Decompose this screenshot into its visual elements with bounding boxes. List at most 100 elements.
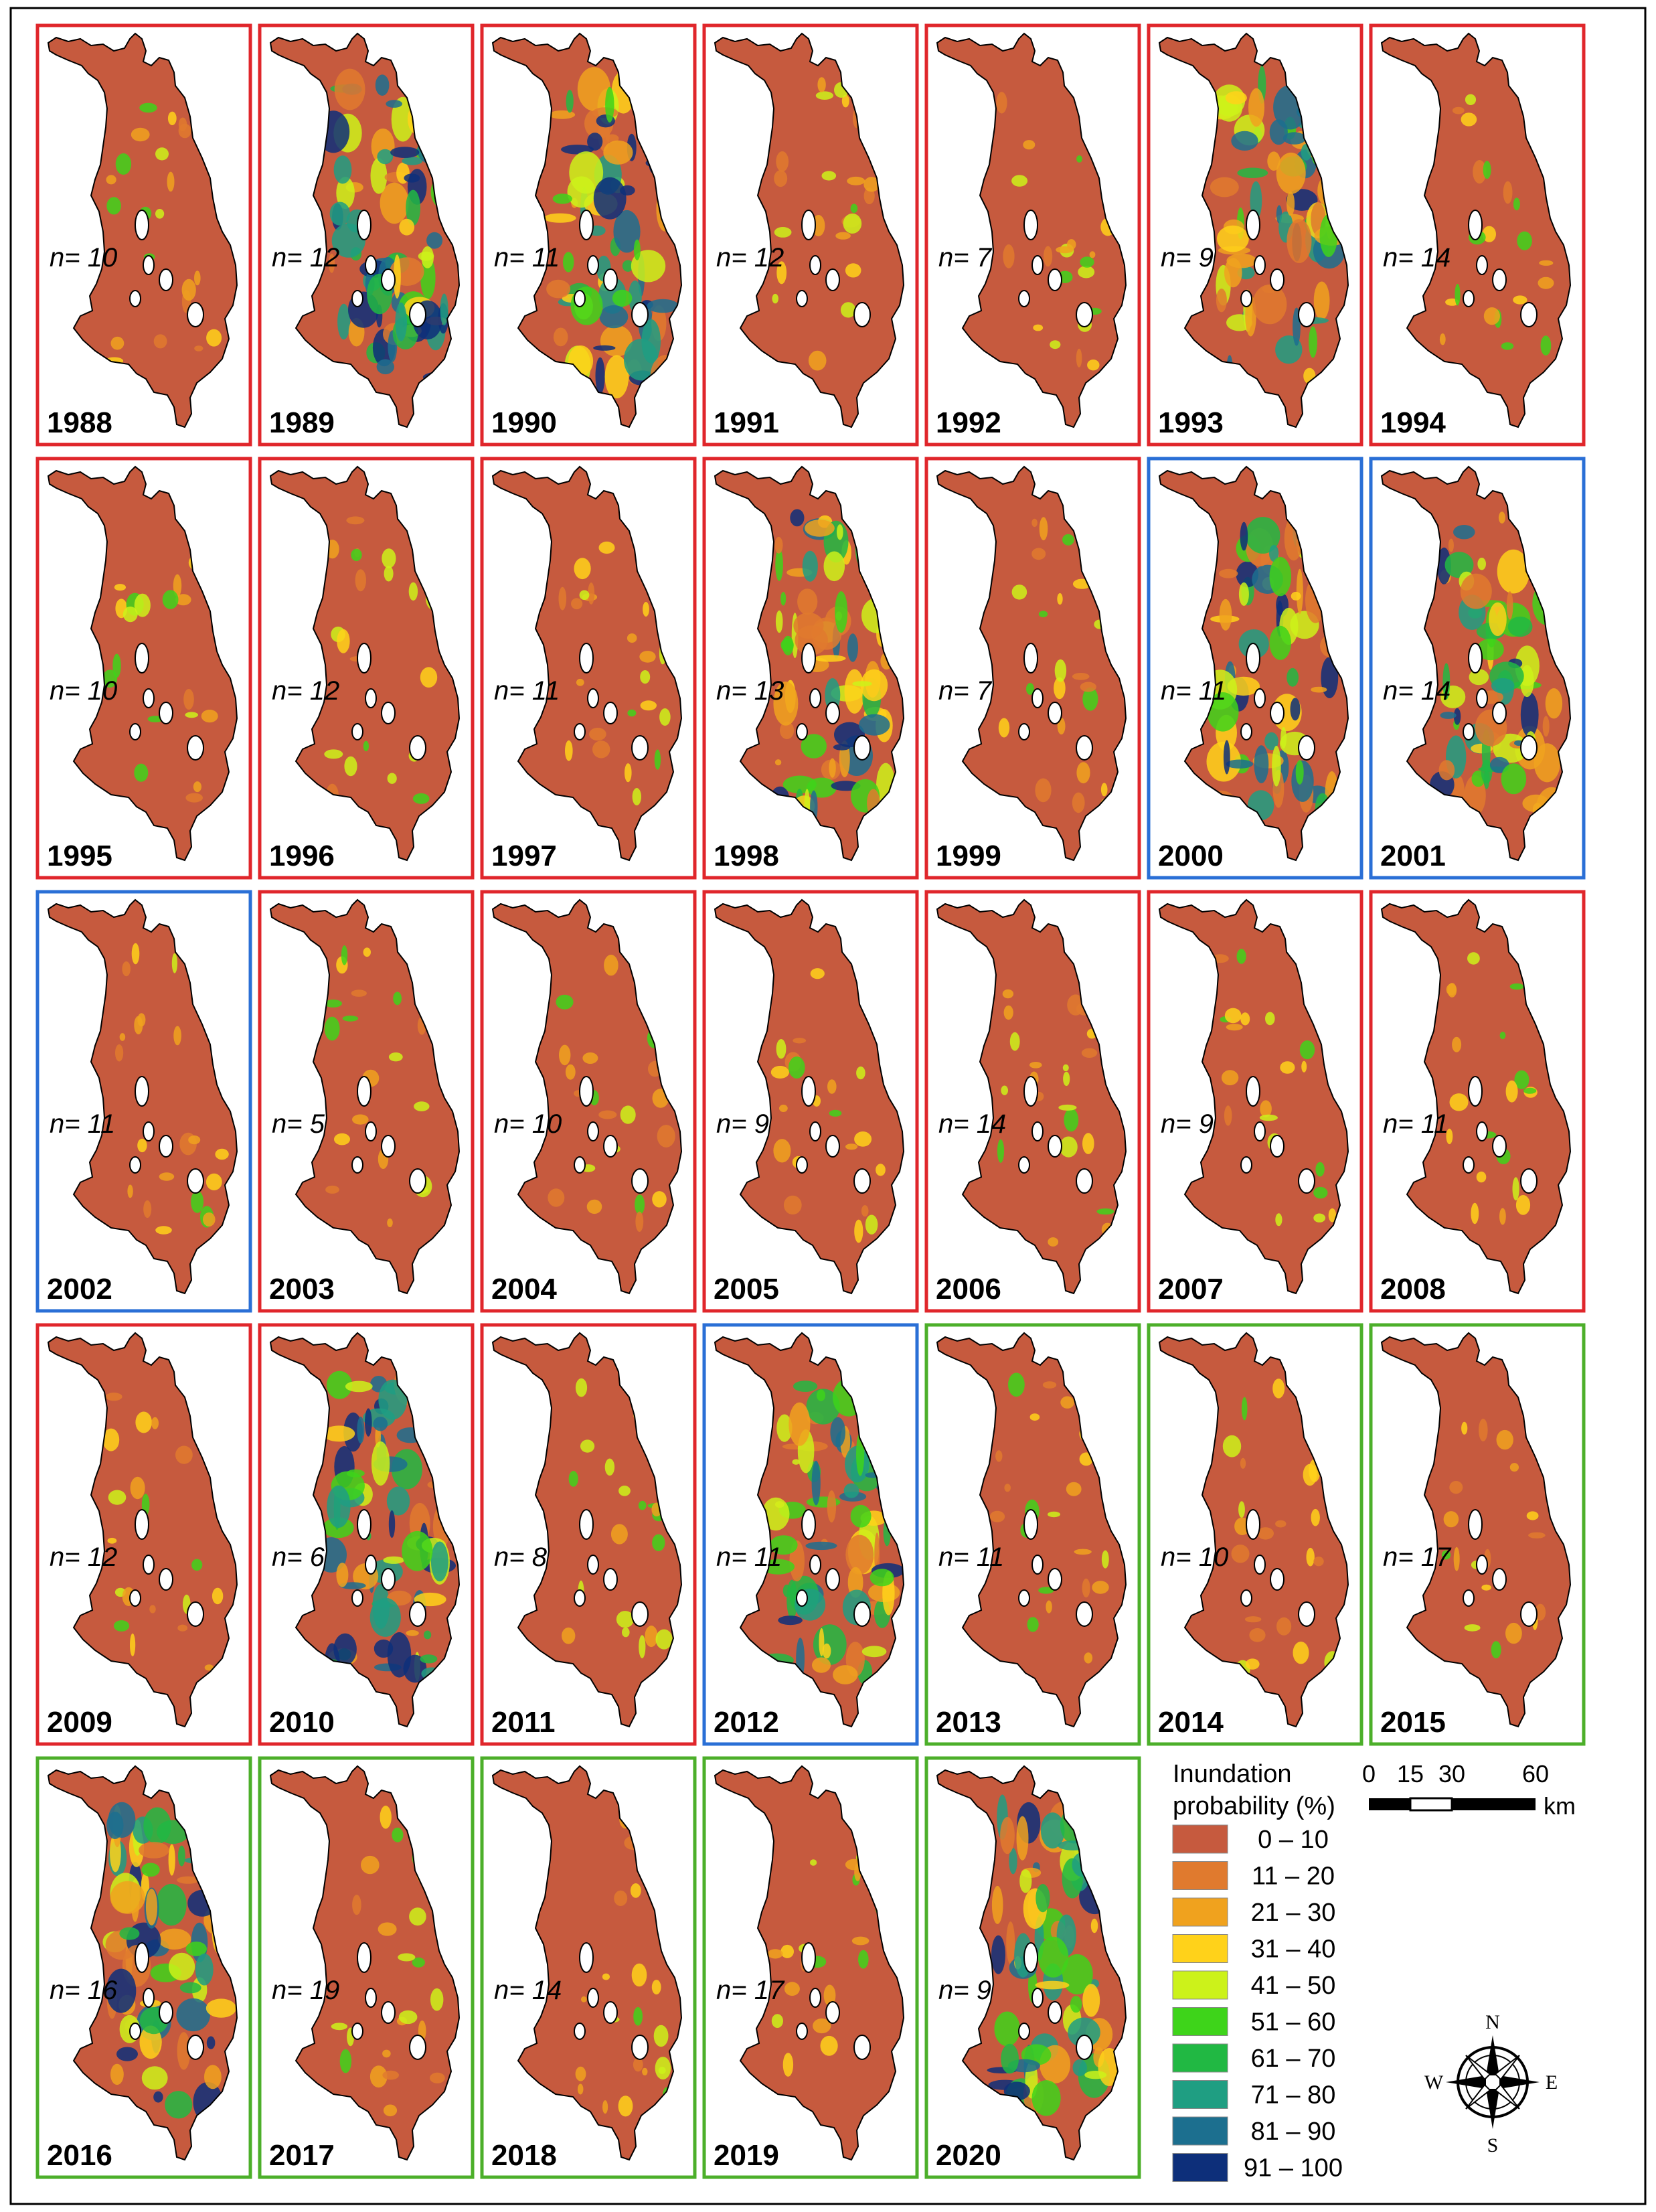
inundation-patch [177, 2032, 191, 2070]
inundation-patch [1050, 340, 1061, 349]
island [1031, 1121, 1044, 1141]
inundation-patch [1311, 1508, 1320, 1526]
inundation-patch [1313, 1186, 1328, 1199]
island [381, 1568, 396, 1591]
inundation-patch [1057, 593, 1063, 605]
inundation-patch [404, 173, 420, 183]
year-panel: n= 10 2014 [1147, 1323, 1363, 1746]
inundation-patch [772, 293, 778, 304]
inundation-patch [1267, 151, 1280, 171]
inundation-patch [593, 177, 627, 220]
inundation-patch [336, 177, 355, 210]
inundation-patch [412, 1957, 425, 1968]
year-label: 2017 [269, 2139, 335, 2172]
island [357, 210, 371, 240]
inundation-patch [205, 1173, 222, 1190]
inundation-patch [113, 1620, 130, 1632]
inundation-patch [1499, 1032, 1506, 1040]
inundation-patch [1058, 1104, 1077, 1111]
year-label: 1999 [936, 840, 1001, 872]
inundation-patch [369, 1597, 401, 1637]
inundation-patch [1207, 692, 1239, 732]
inundation-patch [1004, 1484, 1011, 1492]
inundation-patch [110, 2063, 124, 2085]
sample-count-label: n= 9 [716, 1109, 769, 1139]
inundation-patch [1439, 333, 1446, 345]
inundation-patch [325, 1185, 339, 1194]
sample-count-label: n= 14 [1383, 243, 1451, 272]
inundation-patch [587, 133, 603, 151]
inundation-patch [865, 1214, 878, 1235]
inundation-patch [382, 2070, 399, 2080]
inundation-patch [1009, 1848, 1017, 1875]
island [187, 1601, 204, 1627]
island [603, 1135, 618, 1158]
legend-swatch [1172, 2153, 1228, 2182]
compass-point-north [1486, 2035, 1499, 2075]
inundation-patch [393, 992, 402, 1006]
island [579, 210, 594, 240]
island [1048, 702, 1062, 724]
inundation-patch [575, 2066, 586, 2081]
inundation-patch [1442, 663, 1451, 700]
island [801, 1076, 816, 1107]
inundation-patch [548, 1188, 565, 1207]
inundation-patch [1221, 1070, 1239, 1086]
island [1520, 1601, 1538, 1627]
scale-tick-15: 15 [1397, 1760, 1424, 1788]
inundation-patch [1476, 1171, 1487, 1183]
inundation-patch [576, 678, 584, 686]
inundation-patch [640, 670, 651, 684]
year-label: 2014 [1158, 1706, 1224, 1739]
inundation-patch [565, 1064, 576, 1080]
inundation-patch [1072, 2059, 1087, 2077]
year-label: 1995 [47, 840, 112, 872]
inundation-patch [612, 289, 633, 307]
inundation-patch [383, 2104, 398, 2117]
legend-swatch [1172, 2007, 1228, 2036]
inundation-patch [812, 1657, 831, 1673]
inundation-patch [593, 345, 616, 351]
year-panel: n= 13 1998 [702, 457, 919, 880]
inundation-patch [173, 1026, 181, 1046]
inundation-patch [1226, 1024, 1243, 1031]
island [1076, 1601, 1093, 1627]
island [357, 1076, 371, 1107]
inundation-patch [1444, 552, 1474, 578]
inundation-patch [1528, 1532, 1546, 1538]
island [1298, 1168, 1315, 1194]
inundation-patch [135, 1411, 152, 1433]
inundation-patch [116, 2047, 138, 2061]
inundation-patch [1244, 1616, 1262, 1623]
inundation-patch [773, 682, 799, 726]
inundation-patch [810, 968, 825, 979]
inundation-patch [566, 90, 574, 113]
lake-map [492, 466, 682, 861]
inundation-patch [1477, 558, 1486, 570]
sample-count-label: n= 13 [716, 676, 784, 706]
year-label: 2007 [1158, 1273, 1224, 1306]
legend-title-line2: probability (%) [1173, 1792, 1335, 1820]
inundation-patch [1100, 783, 1108, 797]
inundation-patch [1003, 1005, 1013, 1020]
inundation-patch [1290, 698, 1301, 721]
inundation-patch [779, 1105, 788, 1112]
legend-swatch [1172, 1897, 1228, 1927]
inundation-patch [134, 763, 149, 782]
inundation-patch [352, 1114, 369, 1125]
inundation-patches [315, 1363, 456, 1688]
island [1468, 1076, 1483, 1107]
inundation-patch [1499, 1208, 1506, 1225]
inundation-patch [827, 1079, 837, 1094]
inundation-patch [837, 524, 843, 540]
island [381, 268, 396, 291]
inundation-patch [1080, 682, 1096, 692]
scale-tick-0: 0 [1362, 1760, 1376, 1788]
inundation-patch [850, 1504, 872, 1528]
inundation-patch [141, 1863, 160, 1877]
legend-label: 11 – 20 [1252, 1863, 1335, 1891]
sample-count-label: n= 11 [1383, 1109, 1448, 1139]
island [853, 735, 871, 761]
inundation-patch [843, 213, 862, 234]
inundation-patch [165, 2091, 193, 2119]
